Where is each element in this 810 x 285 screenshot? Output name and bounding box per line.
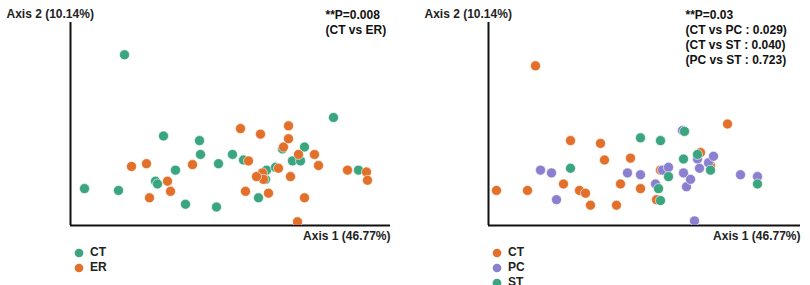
html-text:PC: PC: [508, 260, 525, 274]
svg-text:**P=0.03(CT vs PC : 0.029)(CT: **P=0.03(CT vs PC : 0.029)(CT vs ST : 0.…: [686, 8, 787, 67]
svg-text:Axis 1 (46.77%): Axis 1 (46.77%): [713, 229, 800, 243]
svg-text:Axis 2 (10.14%): Axis 2 (10.14%): [425, 7, 512, 21]
html-text:CT: CT: [508, 245, 524, 259]
svg-text:Axis 2 (10.14%): Axis 2 (10.14%): [7, 7, 94, 21]
svg-text:Axis 1 (46.77%): Axis 1 (46.77%): [303, 229, 390, 243]
html-text:CT: CT: [90, 245, 106, 259]
html-text:ER: ER: [90, 260, 107, 274]
svg-text:**P=0.008(CT vs ER): **P=0.008(CT vs ER): [326, 8, 387, 37]
